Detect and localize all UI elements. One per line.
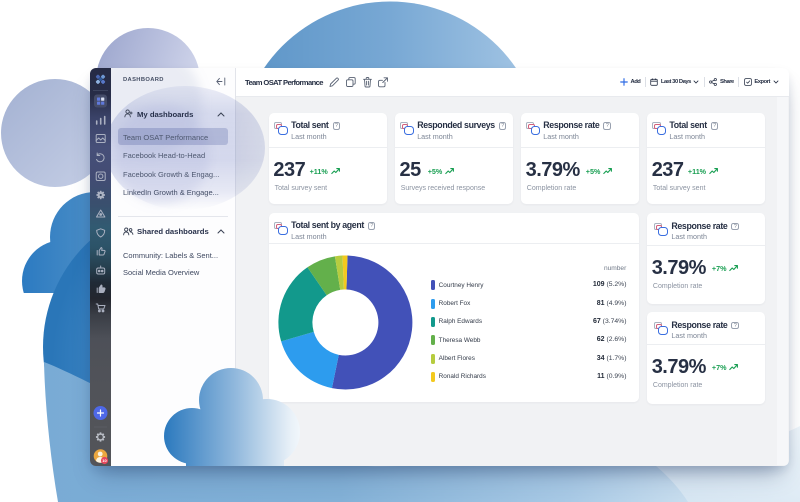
svg-text:10: 10 <box>102 458 107 463</box>
